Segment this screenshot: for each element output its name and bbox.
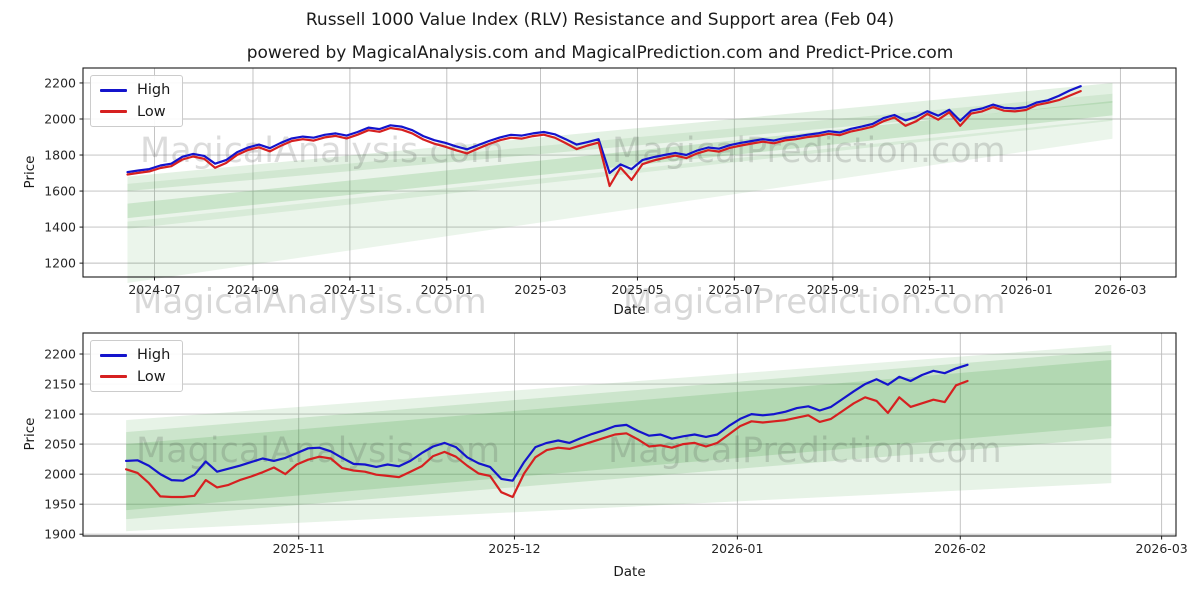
x-tick-label: 2025-12 <box>488 541 540 556</box>
y-tick-label: 1200 <box>44 256 76 271</box>
bottom-chart-xlabel: Date <box>613 564 646 580</box>
watermark-magicalprediction: MagicalPrediction.com <box>623 282 1006 322</box>
tick-labels: 2024-07 2024-09 2024-11 2025-01 2025-03 2025-… <box>44 75 1146 297</box>
legend-label-low: Low <box>137 368 166 385</box>
x-tick-label: 2025-07 <box>708 282 760 297</box>
x-tick-label: 2025-05 <box>611 282 663 297</box>
x-tick-label: 2025-03 <box>514 282 566 297</box>
band-wedge <box>127 100 1113 219</box>
watermark-magicalanalysis: MagicalAnalysis.com <box>133 282 487 322</box>
x-tick-label: 2026-01 <box>1001 282 1053 297</box>
high-line-swatch <box>100 353 127 357</box>
legend-row-high: High <box>100 83 170 98</box>
high-line-swatch <box>100 88 127 92</box>
low-line-swatch <box>100 110 127 114</box>
high-line <box>126 85 1082 175</box>
x-tick-label: 2025-11 <box>904 282 956 297</box>
figure-title: Russell 1000 Value Index (RLV) Resistanc… <box>305 10 895 30</box>
x-tick-label: 2024-09 <box>227 282 279 297</box>
legend-label-high: High <box>137 82 171 98</box>
x-tick-label: 2024-07 <box>128 282 180 297</box>
band-wedge <box>127 82 1113 192</box>
zoom-chart-legend: High Low <box>90 340 184 392</box>
legend-row-low: Low <box>100 368 170 385</box>
bottom-chart-ylabel: Price <box>22 417 38 451</box>
tick-labels: 2025-11 2025-12 2026-01 2026-02 2026-03 1900 1… <box>44 347 1188 556</box>
main-chart: MagicalAnalysis.com MagicalPrediction.com… <box>44 67 1177 297</box>
x-tick-label: 2026-01 <box>711 541 763 556</box>
y-tick-label: 2000 <box>44 111 76 126</box>
band-wedge <box>127 118 1113 283</box>
y-tick-label: 1400 <box>44 220 76 235</box>
x-tick-label: 2026-02 <box>934 541 986 556</box>
x-tick-label: 2026-03 <box>1136 541 1188 556</box>
y-tick-label: 1900 <box>44 527 76 542</box>
legend-label-high: High <box>137 347 171 363</box>
legend-label-low: Low <box>137 103 166 120</box>
zoom-chart: MagicalAnalysis.com MagicalPrediction.com… <box>44 332 1188 556</box>
y-tick-label: 2200 <box>44 75 76 90</box>
grid <box>83 333 1176 536</box>
y-tick-label: 1950 <box>44 497 76 512</box>
low-line <box>126 90 1082 188</box>
y-tick-label: 1800 <box>44 148 76 163</box>
low-line-swatch <box>100 375 127 379</box>
grid <box>83 68 1176 277</box>
y-tick-label: 2000 <box>44 467 76 482</box>
y-tick-label: 2100 <box>44 407 76 422</box>
main-chart-legend: High Low <box>90 75 184 127</box>
y-tick-label: 2150 <box>44 377 76 392</box>
x-tick-label: 2025-01 <box>421 282 473 297</box>
plot-watermark-analysis: MagicalAnalysis.com <box>136 431 500 471</box>
band-wedge <box>126 345 1112 532</box>
plot-watermark-analysis: MagicalAnalysis.com <box>140 131 504 171</box>
top-chart-ylabel: Price <box>22 155 38 189</box>
x-tick-label: 2024-11 <box>324 282 376 297</box>
top-chart-xlabel: Date <box>613 302 646 318</box>
y-tick-label: 1600 <box>44 184 76 199</box>
legend-row-high: High <box>100 348 170 363</box>
support-resistance-bands <box>127 82 1113 283</box>
x-tick-label: 2025-09 <box>807 282 859 297</box>
axes-frame <box>82 67 1177 278</box>
x-tick-label: 2026-03 <box>1094 282 1146 297</box>
x-tick-label: 2025-11 <box>273 541 325 556</box>
legend-row-low: Low <box>100 103 170 120</box>
high-line <box>125 363 969 482</box>
y-tick-label: 2200 <box>44 347 76 362</box>
figure-subtitle: powered by MagicalAnalysis.com and Magic… <box>246 43 954 63</box>
axes-frame <box>82 332 1177 537</box>
low-line <box>125 379 969 499</box>
y-tick-label: 2050 <box>44 437 76 452</box>
